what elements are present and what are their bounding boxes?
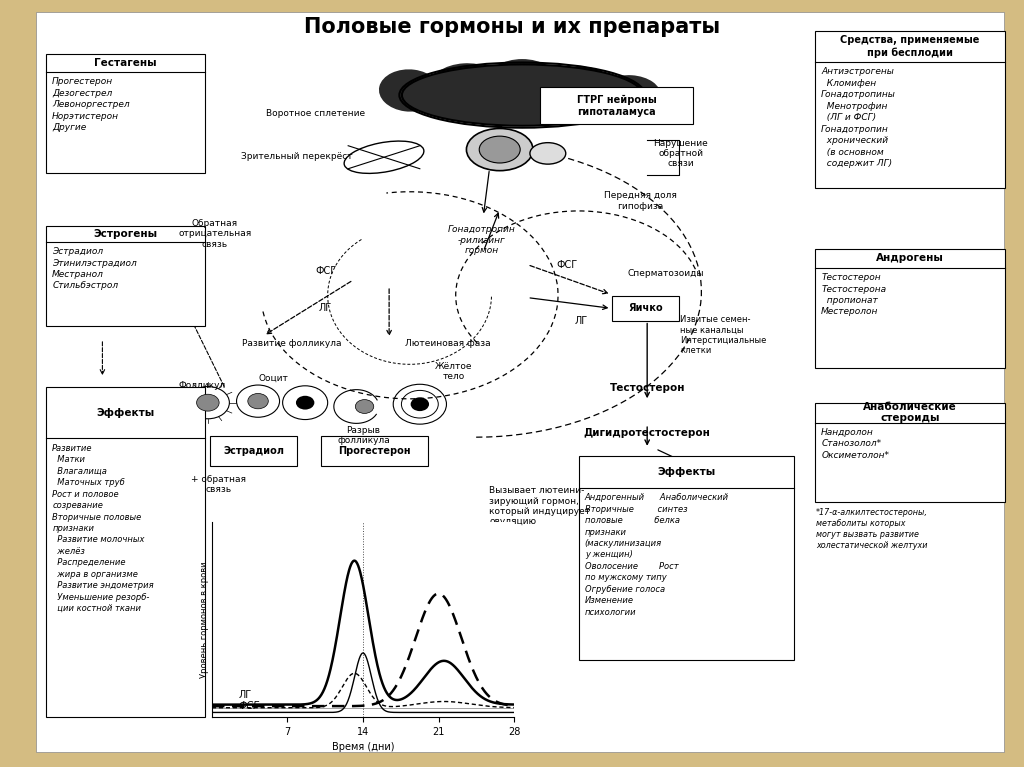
Ellipse shape	[479, 136, 520, 163]
Ellipse shape	[430, 63, 502, 106]
Text: Нарушение
обратной
связи: Нарушение обратной связи	[653, 139, 709, 168]
Text: ФСГ: ФСГ	[315, 265, 336, 276]
Circle shape	[248, 393, 268, 409]
Ellipse shape	[530, 143, 565, 164]
Text: Тестостерон: Тестостерон	[609, 383, 685, 393]
Text: Обратная
отрицательная
связь: Обратная отрицательная связь	[178, 219, 252, 249]
Text: Яичко: Яичко	[629, 303, 663, 314]
FancyBboxPatch shape	[46, 54, 205, 173]
Y-axis label: Уровень гормонов в крови: Уровень гормонов в крови	[200, 561, 209, 677]
Text: Эстрадиол: Эстрадиол	[223, 446, 284, 456]
Text: Эффекты: Эффекты	[96, 408, 155, 418]
FancyBboxPatch shape	[815, 403, 1005, 502]
Text: Андрогены: Андрогены	[876, 253, 944, 264]
X-axis label: Время (дни): Время (дни)	[332, 742, 394, 752]
Text: Ооцит: Ооцит	[258, 374, 289, 383]
FancyBboxPatch shape	[815, 31, 1005, 188]
Ellipse shape	[546, 67, 611, 107]
Text: Зрительный перекрёст: Зрительный перекрёст	[241, 152, 353, 161]
Text: + обратная
связь: + обратная связь	[190, 475, 246, 495]
Text: Половые гормоны и их препараты: Половые гормоны и их препараты	[304, 17, 720, 37]
Ellipse shape	[599, 75, 660, 112]
Text: Воротное сплетение: Воротное сплетение	[266, 109, 365, 118]
Ellipse shape	[467, 128, 532, 170]
Text: Передняя доля
гипофиза: Передняя доля гипофиза	[603, 191, 677, 211]
Text: Гонадотропин
-рилизинг
гормон: Гонадотропин -рилизинг гормон	[447, 225, 515, 255]
Text: ГТРГ нейроны
гипоталамуса: ГТРГ нейроны гипоталамуса	[577, 95, 656, 117]
Circle shape	[411, 397, 429, 411]
Text: ЛГ: ЛГ	[239, 690, 252, 700]
Text: Андрогенный      Анаболический
Вторичные         синтез
половые            белка: Андрогенный Анаболический Вторичные синт…	[585, 493, 729, 617]
Text: Эффекты: Эффекты	[657, 467, 715, 477]
Text: Антиэстрогены
  Кломифен
Гонадотропины
  Менотрофин
  (ЛГ и ФСГ)
Гонадотропин
  : Антиэстрогены Кломифен Гонадотропины Мен…	[821, 67, 896, 168]
FancyBboxPatch shape	[612, 296, 679, 321]
Text: Анаболические
стероиды: Анаболические стероиды	[863, 402, 956, 423]
Text: Прогестерон: Прогестерон	[338, 446, 411, 456]
Text: Жёлтое
тело: Жёлтое тело	[435, 361, 472, 381]
Ellipse shape	[379, 69, 440, 112]
Circle shape	[296, 396, 314, 410]
Text: Средства, применяемые
при бесплодии: Средства, применяемые при бесплодии	[840, 35, 980, 58]
FancyBboxPatch shape	[46, 226, 205, 326]
Ellipse shape	[344, 141, 424, 173]
Text: ФСГ: ФСГ	[557, 260, 578, 271]
Circle shape	[197, 394, 219, 411]
FancyBboxPatch shape	[321, 436, 428, 466]
FancyBboxPatch shape	[36, 12, 1004, 752]
Text: *17-α-алкилтестостероны,
метаболиты которых
могут вызвать развитие
холестатическ: *17-α-алкилтестостероны, метаболиты кото…	[816, 508, 928, 550]
Text: Вызывает лютеини-
зирующий гормон,
который индуцирует
овуляцию: Вызывает лютеини- зирующий гормон, котор…	[489, 486, 591, 526]
Text: Эстрогены: Эстрогены	[93, 229, 158, 239]
Text: Развитие фолликула: Развитие фолликула	[242, 339, 342, 348]
FancyBboxPatch shape	[210, 436, 297, 466]
Text: ЛГ: ЛГ	[575, 315, 588, 326]
Text: Тестостерон
Тестостерона
  пропионат
Местеролон: Тестостерон Тестостерона пропионат Месте…	[821, 273, 887, 317]
Text: ЛГ: ЛГ	[319, 303, 332, 314]
Text: Нандролон
Станозолол*
Оксиметолон*: Нандролон Станозолол* Оксиметолон*	[821, 428, 889, 460]
Ellipse shape	[401, 64, 643, 126]
Text: Гестагены: Гестагены	[94, 58, 157, 68]
Text: Сперматозоиды: Сперматозоиды	[628, 269, 705, 278]
Text: Развитие
  Матки
  Влагалища
  Маточных труб
Рост и половое
созревание
Вторичные: Развитие Матки Влагалища Маточных труб Р…	[52, 444, 154, 613]
Ellipse shape	[486, 59, 558, 105]
FancyBboxPatch shape	[815, 249, 1005, 368]
Text: Прогестерон
Дезогестрел
Левоноргестрел
Норэтистерон
Другие: Прогестерон Дезогестрел Левоноргестрел Н…	[52, 77, 130, 132]
Text: Фолликул: Фолликул	[178, 381, 225, 390]
Text: Эстрадиол
Этинилэстрадиол
Местранол
Стильбэстрол: Эстрадиол Этинилэстрадиол Местранол Стил…	[52, 247, 137, 291]
FancyBboxPatch shape	[46, 387, 205, 717]
Text: Извитые семен-
ные канальцы
Интерстициальные
клетки: Извитые семен- ные канальцы Интерстициал…	[680, 315, 766, 355]
Text: Дигидротестостерон: Дигидротестостерон	[584, 428, 711, 439]
Text: Разрыв
фолликула: Разрыв фолликула	[337, 426, 390, 446]
Text: Лютеиновая фаза: Лютеиновая фаза	[404, 339, 490, 348]
Circle shape	[355, 400, 374, 413]
FancyBboxPatch shape	[579, 456, 794, 660]
Text: ФСГ: ФСГ	[239, 700, 259, 710]
FancyBboxPatch shape	[540, 87, 693, 124]
